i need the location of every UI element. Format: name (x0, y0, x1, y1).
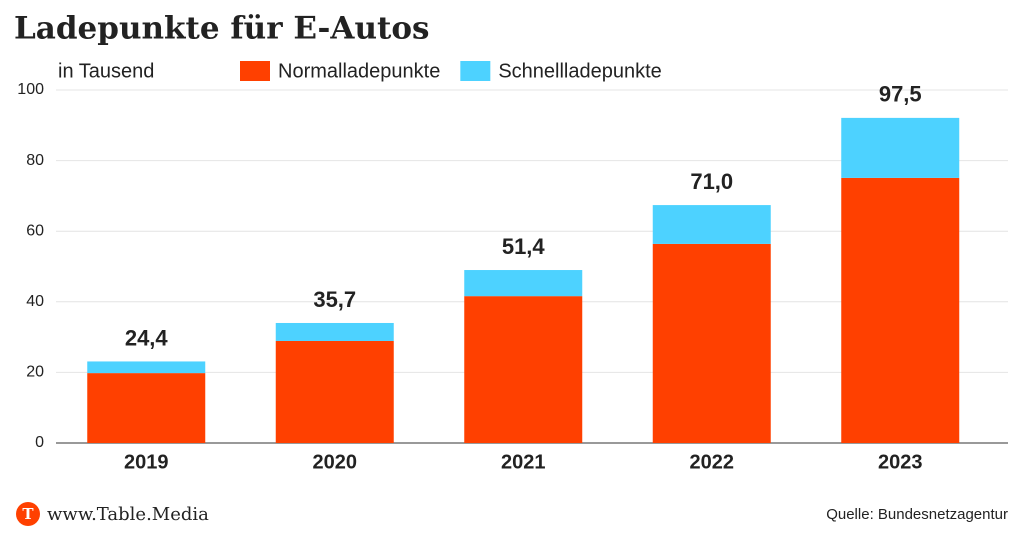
x-tick-label: 2021 (501, 451, 546, 473)
logo (16, 502, 40, 526)
chart-title: Ladepunkte für E-Autos (14, 11, 429, 47)
subtitle: in Tausend (58, 60, 154, 82)
y-tick-label: 100 (17, 81, 44, 98)
y-tick-label: 80 (26, 152, 44, 169)
x-tick-label: 2023 (878, 451, 923, 473)
legend-label: Schnellladepunkte (498, 60, 661, 82)
bar-segment (275, 340, 394, 443)
total-label: 35,7 (313, 287, 356, 312)
bar-segment (87, 361, 206, 374)
bar-segment (464, 296, 583, 443)
x-tick-label: 2022 (690, 451, 735, 473)
bar-segment (87, 373, 206, 443)
x-tick-label: 2020 (313, 451, 358, 473)
legend-swatch (460, 61, 491, 81)
bar-segment (652, 205, 771, 244)
total-label: 97,5 (879, 82, 922, 107)
bar-segment (464, 270, 583, 297)
logo-letter: T (22, 505, 34, 523)
source: Quelle: Bundesnetzagentur (826, 506, 1008, 523)
bar-segment (841, 117, 960, 178)
y-tick-label: 40 (26, 293, 44, 310)
bar-segment (841, 177, 960, 443)
y-tick-label: 0 (35, 434, 44, 451)
bar-segment (652, 243, 771, 443)
total-label: 51,4 (502, 234, 546, 259)
brand: www.Table.Media (47, 504, 209, 525)
legend-label: Normalladepunkte (278, 60, 440, 82)
legend-swatch (240, 61, 270, 81)
total-label: 71,0 (690, 169, 733, 194)
total-label: 24,4 (125, 325, 169, 350)
x-tick-label: 2019 (124, 451, 169, 473)
bar-segment (275, 322, 394, 341)
y-tick-label: 20 (26, 364, 44, 381)
y-tick-label: 60 (26, 222, 44, 239)
